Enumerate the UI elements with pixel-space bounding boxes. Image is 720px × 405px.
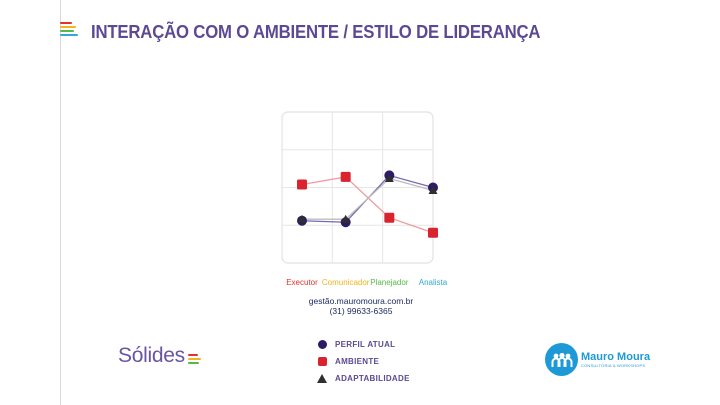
legend-label: AMBIENTE xyxy=(335,357,380,366)
data-point xyxy=(428,186,438,195)
people-icon xyxy=(545,343,578,376)
legend-label: ADAPTABILIDADE xyxy=(335,374,410,383)
data-point xyxy=(384,212,395,223)
mauro-moura-subtitle: CONSULTORIA & WORKSHOPS xyxy=(581,363,646,368)
data-point xyxy=(428,227,438,238)
contact-website: gestão.mauromoura.com.br xyxy=(308,296,414,306)
solides-logo-text: Sólides xyxy=(118,344,185,367)
mauro-moura-logo: Mauro Moura CONSULTORIA & WORKSHOPS xyxy=(545,343,650,376)
page-title: INTERAÇÃO COM O AMBIENTE / ESTILO DE LID… xyxy=(91,22,541,42)
data-point xyxy=(340,171,351,182)
x-tick-label: Analista xyxy=(419,278,448,287)
chart-grid xyxy=(281,111,434,264)
chart-legend: PERFIL ATUAL AMBIENTE ADAPTABILIDADE xyxy=(317,336,410,387)
x-tick-label: Comunicador xyxy=(322,278,370,287)
series-line xyxy=(301,176,434,234)
contact-info: gestão.mauromoura.com.br (31) 99633-6365 xyxy=(290,296,432,316)
data-point xyxy=(341,214,351,223)
solides-bars-icon xyxy=(187,354,201,366)
data-point xyxy=(297,179,307,190)
solides-logo: Sólides xyxy=(118,344,201,368)
mauro-moura-name: Mauro Moura xyxy=(581,351,651,363)
x-tick-label: Executor xyxy=(286,278,318,287)
legend-item-adaptabilidade: ADAPTABILIDADE xyxy=(317,370,410,387)
x-tick-label: Planejador xyxy=(370,278,409,287)
series-line xyxy=(302,177,434,220)
legend-label: PERFIL ATUAL xyxy=(335,340,396,349)
chart-x-labels: Executor Comunicador Planejador Analista xyxy=(286,278,448,287)
legend-item-perfil-atual: PERFIL ATUAL xyxy=(317,336,410,353)
legend-circle-icon xyxy=(317,340,327,350)
line-chart: Executor Comunicador Planejador Analista xyxy=(281,111,448,287)
title-color-bars-icon xyxy=(60,22,78,36)
data-point xyxy=(384,173,394,182)
left-divider-line xyxy=(60,0,61,405)
legend-triangle-icon xyxy=(317,374,327,384)
data-point xyxy=(297,214,307,223)
legend-item-ambiente: AMBIENTE xyxy=(317,353,410,370)
legend-square-icon xyxy=(317,357,327,367)
chart-lines xyxy=(301,174,434,234)
contact-phone: (31) 99633-6365 xyxy=(329,306,393,316)
chart-markers xyxy=(297,170,438,238)
